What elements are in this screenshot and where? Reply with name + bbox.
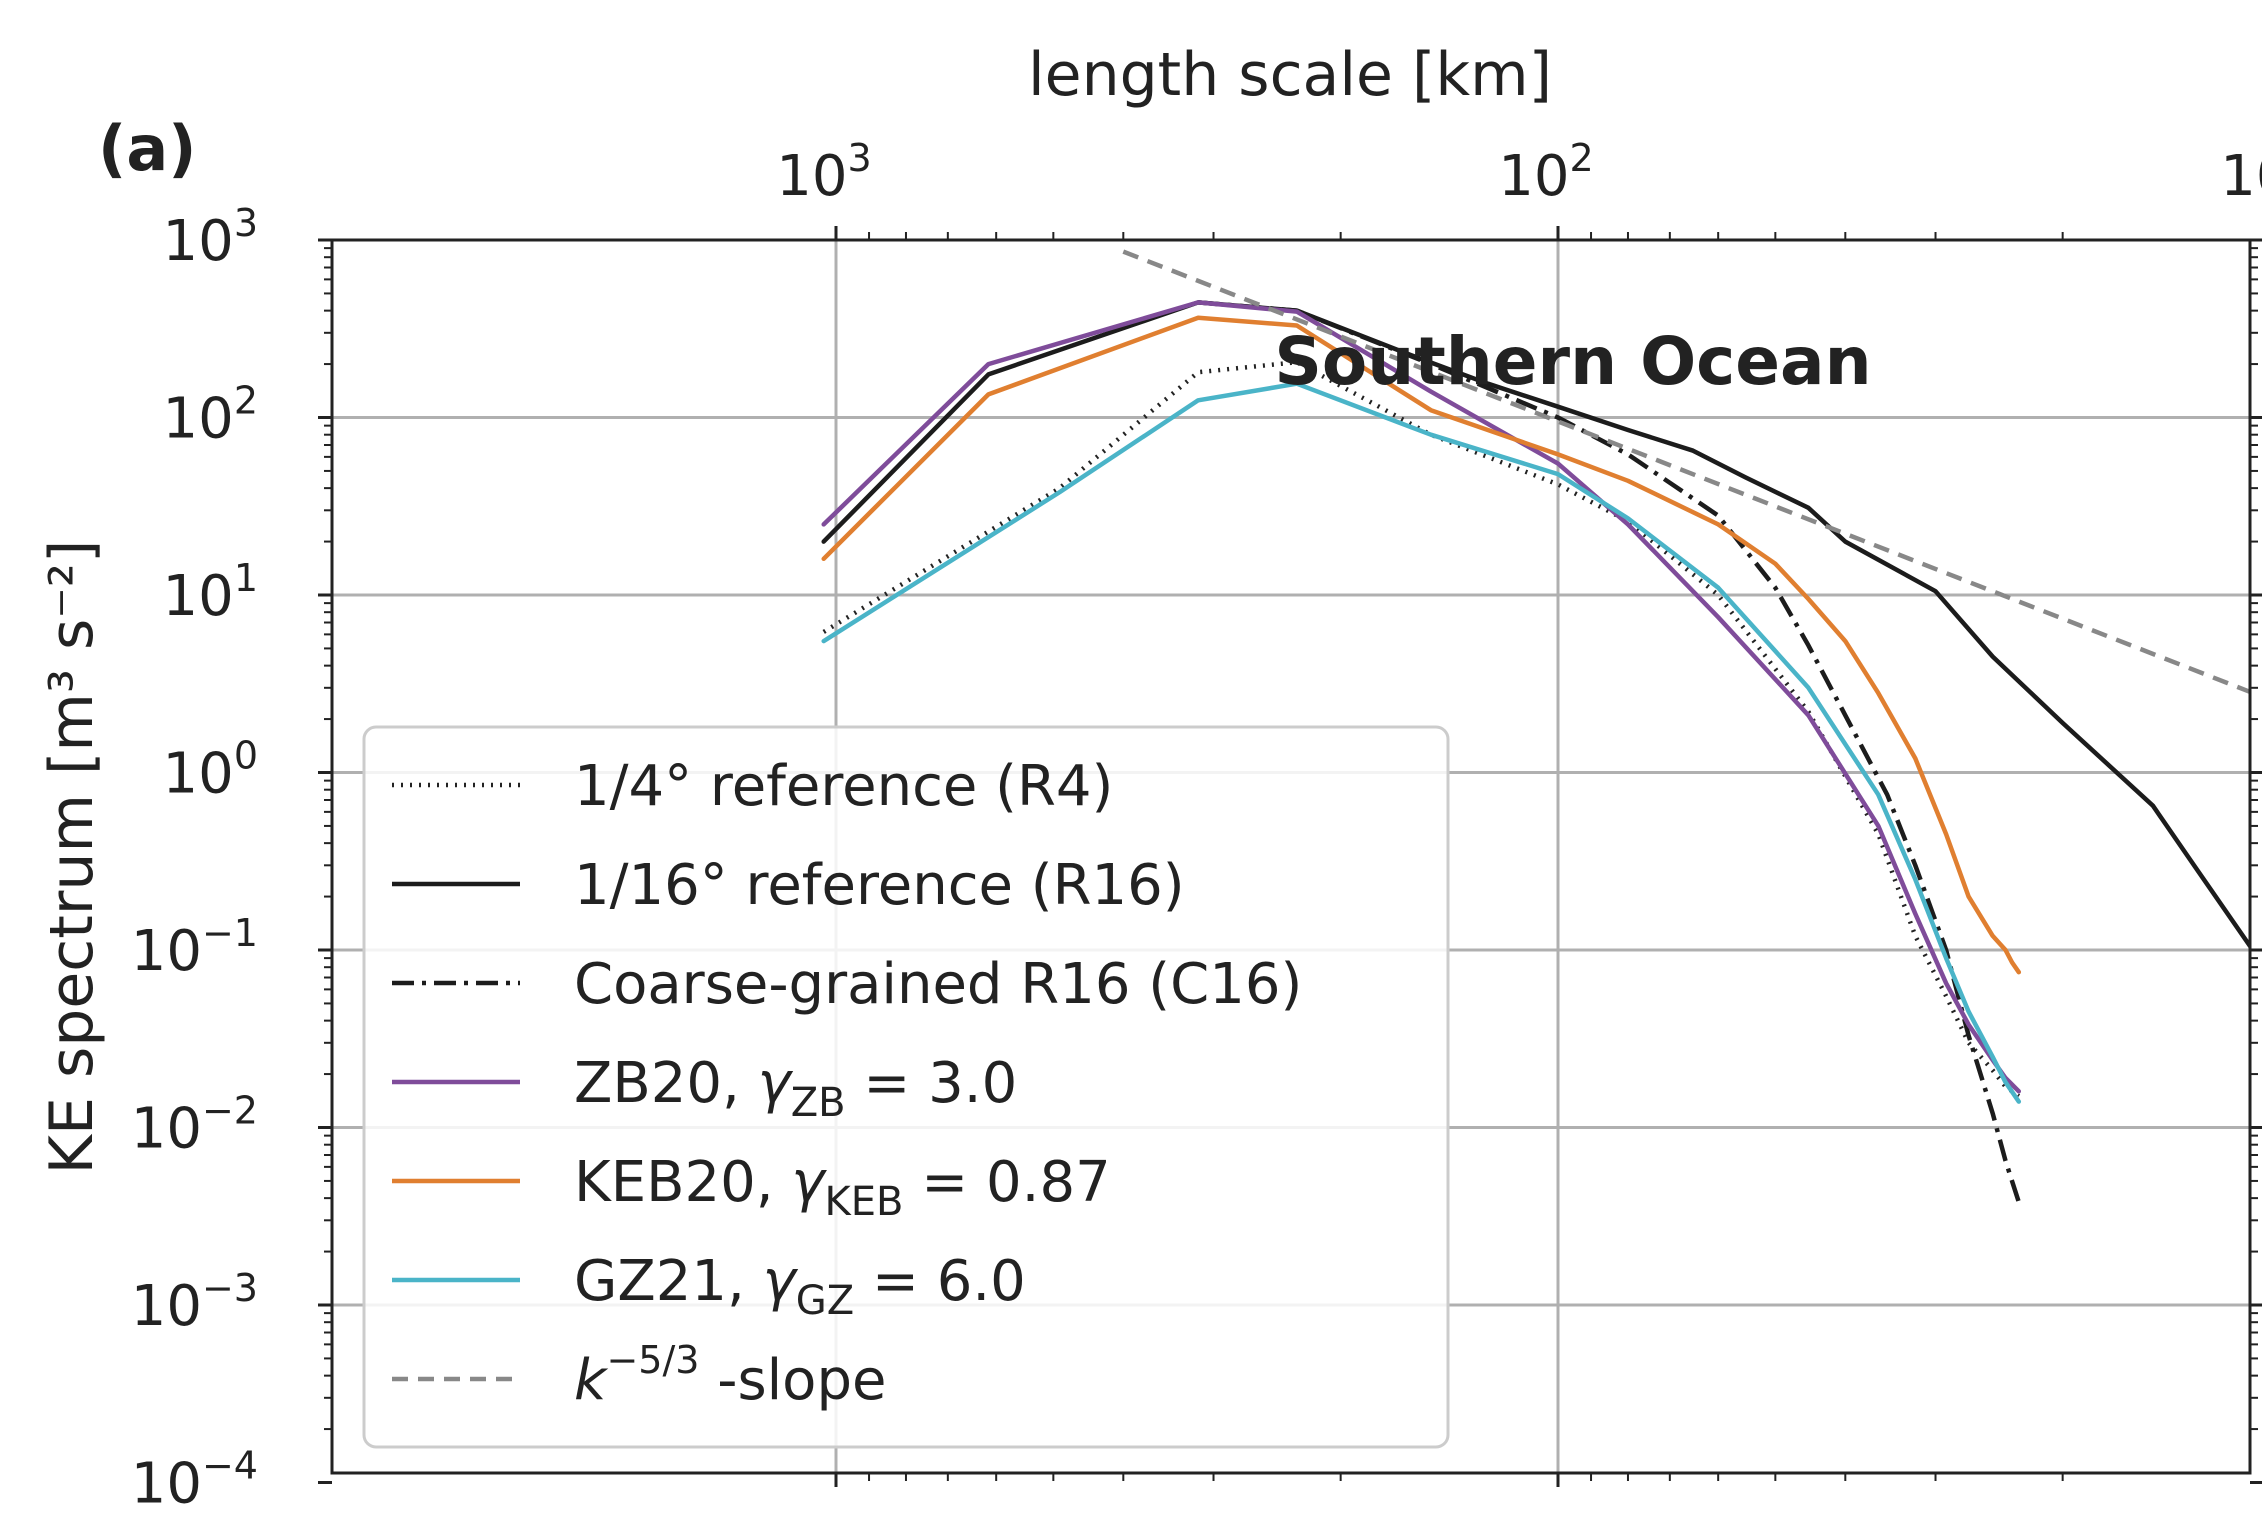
region-title: Southern Ocean [1274,323,1871,400]
y-axis-title: KE spectrum [m³ s⁻²] [37,540,107,1175]
y-tick-label: 103 [163,201,258,274]
legend-items: 1/4° reference (R4) 1/16° reference (R16)… [392,754,1302,1413]
legend-label-gz21: GZ21, γGZ = 6.0 [574,1249,1026,1324]
plot-frame [330,238,2252,1475]
top-tick-label: 101 [2220,136,2262,209]
legend-label-r4: 1/4° reference (R4) [574,754,1113,819]
y-tick-label: 10−2 [131,1089,258,1162]
y-tick-label: 102 [163,379,258,452]
y-tick-label: 101 [163,556,258,629]
series-gz21-line [821,381,2022,1104]
top-axis-title: length scale [km] [1028,40,1552,110]
legend-label-zb20: ZB20, γZB = 3.0 [574,1051,1017,1126]
top-tick-label: 103 [776,136,871,209]
legend-label-slope: k−5/3 -slope [574,1338,886,1413]
legend-frame [362,725,1450,1449]
series-slope-line [1122,249,2250,695]
panel-label: (a) [98,112,197,185]
y-tick-label: 100 [163,734,258,807]
y-tick-label: 10−3 [131,1266,258,1339]
axis-ticks [318,226,2262,1487]
y-tick-labels: 103 102 101 100 10−1 10−2 10−3 10−4 [131,201,258,1517]
legend: 1/4° reference (R4) 1/16° reference (R16)… [362,725,1450,1449]
legend-label-r16: 1/16° reference (R16) [574,853,1185,918]
series-r4-line [822,359,2021,1099]
legend-label-keb20: KEB20, γKEB = 0.87 [574,1150,1111,1225]
legend-label-c16: Coarse-grained R16 (C16) [574,952,1302,1017]
series-keb20-line [821,315,2022,975]
series-c16-line [1198,300,2021,1203]
series-lines [821,249,2250,1203]
y-tick-label: 10−4 [131,1444,258,1517]
top-tick-label: 102 [1498,136,1593,209]
y-tick-label: 10−1 [131,911,258,984]
top-tick-labels: 103 102 101 [776,136,2262,209]
series-zb20-line [821,300,2022,1094]
